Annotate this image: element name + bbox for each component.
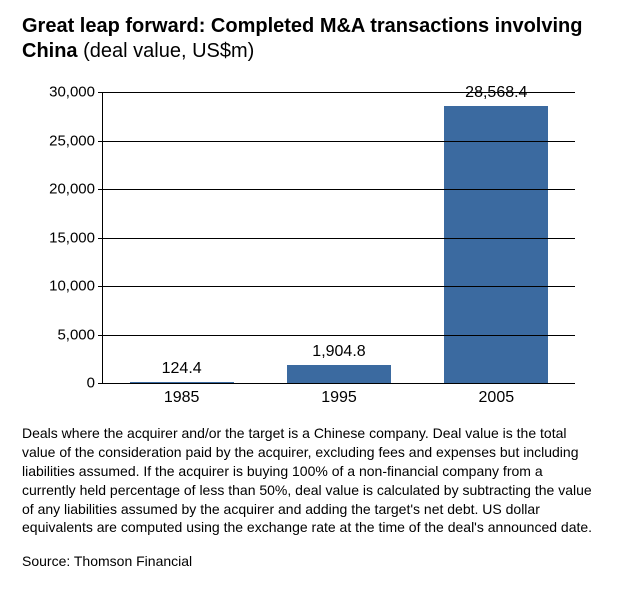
y-tick — [98, 189, 103, 190]
y-tick — [98, 286, 103, 287]
y-tick — [98, 383, 103, 384]
y-axis-label: 0 — [87, 375, 95, 392]
gridline — [103, 141, 575, 142]
y-axis-label: 30,000 — [49, 84, 95, 101]
bar: 28,568.4 — [444, 106, 548, 383]
y-axis-label: 5,000 — [57, 326, 95, 343]
y-tick — [98, 141, 103, 142]
bar: 1,904.8 — [287, 365, 391, 383]
title-light-part: (deal value, US$m) — [78, 40, 255, 62]
bar-value-label: 124.4 — [162, 360, 202, 378]
gridline — [103, 189, 575, 190]
bar: 124.4 — [130, 382, 234, 383]
bar-value-label: 1,904.8 — [312, 343, 365, 361]
chart-source: Source: Thomson Financial — [22, 553, 595, 569]
x-axis-label: 1995 — [321, 389, 357, 407]
gridline — [103, 335, 575, 336]
y-tick — [98, 92, 103, 93]
gridline — [103, 238, 575, 239]
chart-footnote: Deals where the acquirer and/or the targ… — [22, 424, 595, 537]
y-axis-label: 10,000 — [49, 278, 95, 295]
gridline — [103, 286, 575, 287]
y-axis-label: 20,000 — [49, 181, 95, 198]
x-axis-label: 2005 — [479, 389, 515, 407]
bar-chart: 124.4 1985 1,904.8 1995 28,568.4 2005 0 5,000 1… — [30, 82, 595, 412]
plot-area: 124.419851,904.8199528,568.42005 05,0001… — [102, 92, 575, 384]
y-tick — [98, 335, 103, 336]
x-axis-label: 1985 — [164, 389, 200, 407]
gridline — [103, 92, 575, 93]
y-axis-label: 15,000 — [49, 229, 95, 246]
chart-title: Great leap forward: Completed M&A transa… — [22, 14, 595, 64]
y-tick — [98, 238, 103, 239]
y-axis-label: 25,000 — [49, 132, 95, 149]
